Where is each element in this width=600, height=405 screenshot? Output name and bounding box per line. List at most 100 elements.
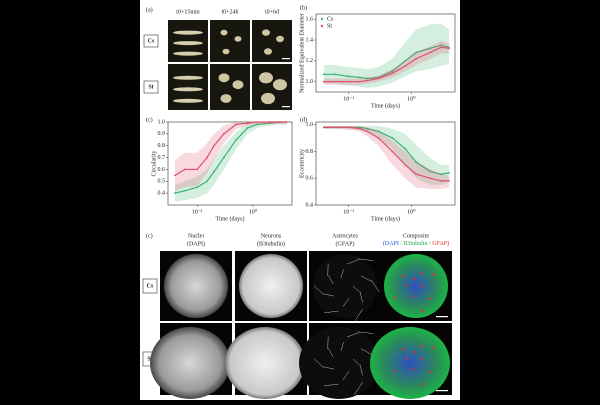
tissue [221,30,228,36]
x-tick-label: 10⁰ [249,208,258,215]
column-label: (GFAP) [336,240,355,247]
tissue [233,80,244,89]
gfap-signal [394,296,397,299]
y-tick-label: 0.9 [158,131,166,137]
tissue [261,93,275,104]
x-axis-label: Time (days) [371,102,400,109]
data-point [334,73,336,75]
y-tick-label: 0.5 [158,179,166,185]
data-point [223,157,225,159]
tissue [223,49,230,55]
data-point [196,186,198,188]
y-axis-label: Circularity [151,151,157,177]
gfap-signal [402,275,405,278]
data-point [269,121,271,123]
data-point [448,47,450,49]
y-tick-label: 1.0 [158,119,166,125]
x-axis-label: Time (days) [216,215,245,222]
data-point [184,190,186,192]
panel-label: (b) [300,4,307,11]
gfap-signal [421,383,424,386]
y-tick-label: 1.6 [306,17,314,23]
organoid [239,254,303,318]
y-tick-label: 1.0 [306,122,314,128]
data-point [334,81,336,83]
gfap-signal [406,284,409,287]
photo [252,20,292,62]
gfap-signal [429,297,432,300]
column-label: Astrocytes [332,233,358,239]
legend-label: Cs [327,16,334,22]
data-point [378,137,380,139]
composite-subtitle: (DAPI / B3tubulin / GFAP) [383,240,449,247]
panel-label: (a) [146,6,153,13]
data-point [323,81,325,83]
column-label: Nuclei [188,233,204,239]
photo [168,20,208,62]
panel-label: (c) [146,116,153,123]
x-tick-label: 10⁰ [407,95,416,102]
tissue [273,79,287,90]
data-point [378,78,380,80]
data-point [448,180,450,182]
data-point [440,180,442,182]
data-point [235,123,237,125]
organoid [299,327,379,399]
data-point [367,80,369,82]
gfap-signal [413,278,416,281]
photo [210,64,250,110]
data-point [348,81,350,83]
column-label: t0+24h [221,9,238,15]
y-tick-label: 0.8 [158,143,166,149]
column-label: t0+6d [265,9,279,15]
y-tick-label: 1.4 [306,37,314,43]
y-axis-label: Normalized Equivalent Diameter [299,13,305,93]
legend-marker [321,18,323,20]
data-point [448,172,450,174]
organoid [150,327,230,399]
data-point [415,173,417,175]
organoid [370,327,450,399]
scale-bar [282,58,290,59]
organoid [313,254,377,318]
data-point [392,151,394,153]
gfap-signal [420,345,423,348]
data-point [392,72,394,74]
legend-marker [321,25,323,27]
tissue [235,36,242,42]
column-label: (DAPI) [187,240,205,247]
organoid [225,327,305,399]
scale-bar [282,106,290,107]
data-point [223,133,225,135]
data-point [235,139,237,141]
data-point [429,177,431,179]
data-point [359,81,361,83]
data-point [367,130,369,132]
data-point [404,148,406,150]
tissue [173,76,203,80]
tissue [173,99,203,103]
x-tick-label: 10⁰ [407,208,416,215]
data-point [359,77,361,79]
row-label: Cs [148,38,155,44]
y-tick-label: 0.8 [306,149,314,155]
data-point [429,52,431,54]
photo [168,64,208,110]
composite-part: (DAPI [383,240,399,247]
data-point [440,46,442,48]
data-point [213,145,215,147]
data-point [174,192,176,194]
gfap-signal [432,273,435,276]
data-point [392,137,394,139]
gfap-signal [402,348,405,351]
x-tick-label: 10⁻¹ [192,209,203,215]
data-point [184,169,186,171]
x-tick-label: 10⁻¹ [343,96,354,102]
gfap-signal [413,351,416,354]
y-tick-label: 0.7 [158,155,166,161]
column-label: Composite [403,233,429,239]
x-axis-label: Time (days) [371,215,400,222]
data-point [257,121,259,123]
